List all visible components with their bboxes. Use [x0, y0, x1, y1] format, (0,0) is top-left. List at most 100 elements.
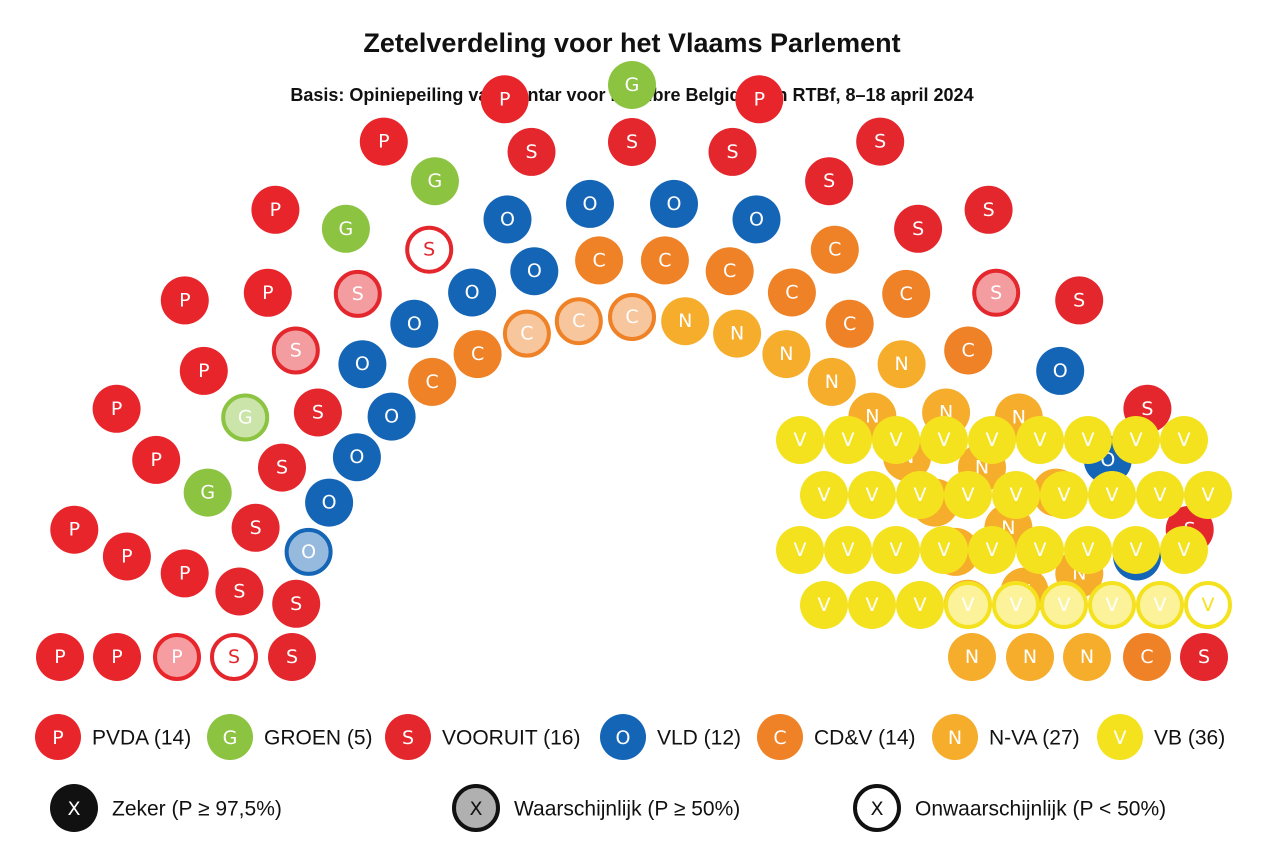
svg-text:O: O — [322, 492, 337, 514]
seat-S-55: S — [293, 388, 342, 437]
svg-text:V: V — [1178, 429, 1191, 451]
svg-text:V: V — [1178, 539, 1191, 561]
seat-V-96: V — [968, 416, 1016, 464]
svg-text:P: P — [179, 562, 190, 584]
legend-item-nva: N N-VA (27) — [932, 714, 1080, 760]
svg-text:P: P — [111, 398, 122, 420]
seat-V-106: V — [1040, 471, 1088, 519]
seat-C-77: C — [408, 357, 457, 406]
seat-O-42: O — [650, 179, 698, 228]
svg-text:C: C — [471, 343, 484, 365]
seat-V-98: V — [1064, 416, 1112, 464]
seat-N-84: N — [762, 330, 811, 379]
seat-P-3: P — [92, 384, 141, 433]
svg-text:C: C — [520, 323, 533, 345]
svg-text:V: V — [1010, 484, 1023, 506]
svg-text:S: S — [525, 141, 537, 163]
svg-text:V: V — [962, 484, 975, 506]
svg-text:V: V — [962, 594, 975, 616]
certainty-onwaarschijnlijk: X Onwaarschijnlijk (P < 50%) — [853, 784, 1166, 832]
seat-P-19: P — [179, 346, 228, 395]
svg-text:G: G — [238, 407, 253, 429]
seats-group: PPPPPPPGPSSSSSSPPPPPGGSSSSSSOOOCPPGGSSSO… — [36, 61, 1232, 681]
svg-text:P: P — [54, 646, 65, 668]
seat-S-11: S — [964, 185, 1013, 234]
seat-V-94: V — [872, 416, 920, 464]
seat-O-59: O — [510, 247, 559, 296]
seat-P-34: P — [160, 549, 209, 598]
svg-text:V: V — [1154, 484, 1167, 506]
svg-text:S: S — [990, 282, 1002, 304]
svg-text:P: P — [754, 88, 765, 110]
svg-text:V: V — [818, 594, 831, 616]
seat-C-79: C — [502, 309, 551, 358]
seat-C-78: C — [453, 330, 502, 379]
legend-label: VB (36) — [1154, 727, 1225, 750]
seat-V-99: V — [1112, 416, 1160, 464]
svg-text:N: N — [965, 646, 979, 668]
svg-text:P: P — [150, 449, 161, 471]
seat-C-81: C — [608, 293, 656, 341]
svg-text:V: V — [866, 484, 879, 506]
seat-S-27: S — [894, 204, 943, 253]
legend-item-vb: V VB (36) — [1097, 714, 1225, 760]
seat-V-114: V — [968, 526, 1016, 574]
svg-text:V: V — [1106, 484, 1119, 506]
svg-text:S: S — [276, 457, 288, 479]
certainty-label: Onwaarschijnlijk (P < 50%) — [915, 798, 1166, 821]
chart-title: Zetelverdeling voor het Vlaams Parlement — [363, 28, 901, 58]
seat-V-108: V — [1136, 471, 1184, 519]
seat-N-91: N — [948, 633, 996, 681]
legend-item-vooruit: S VOORUIT (16) — [385, 714, 580, 760]
legend-item-vld: O VLD (12) — [600, 714, 741, 760]
svg-text:S: S — [233, 581, 245, 603]
seat-C-61: C — [640, 236, 689, 285]
seat-C-44: C — [810, 225, 859, 274]
seat-P-9: P — [735, 75, 784, 124]
seat-V-104: V — [944, 471, 992, 519]
certainty-zeker: X Zeker (P ≥ 97,5%) — [50, 784, 282, 832]
seat-C-60: C — [575, 236, 624, 285]
seat-O-40: O — [483, 195, 532, 244]
seat-V-122: V — [944, 581, 992, 629]
seat-V-118: V — [1160, 526, 1208, 574]
seat-S-37: S — [271, 326, 320, 375]
svg-text:V: V — [986, 539, 999, 561]
seat-O-57: O — [390, 299, 439, 348]
svg-text:C: C — [723, 260, 736, 282]
seat-N-85: N — [807, 357, 856, 406]
svg-text:O: O — [384, 406, 399, 428]
seat-P-1: P — [36, 633, 84, 681]
svg-text:P: P — [179, 289, 190, 311]
svg-text:V: V — [1202, 484, 1215, 506]
seat-O-29: O — [1036, 346, 1085, 395]
svg-text:S: S — [312, 402, 324, 424]
svg-text:V: V — [842, 539, 855, 561]
svg-text:X: X — [469, 798, 482, 820]
svg-text:C: C — [1140, 646, 1153, 668]
svg-text:S: S — [912, 218, 924, 240]
seat-V-101: V — [800, 471, 848, 519]
seat-G-36: G — [221, 393, 270, 442]
seat-C-62: C — [705, 247, 754, 296]
svg-text:S: S — [726, 141, 738, 163]
seat-V-100: V — [1160, 416, 1208, 464]
svg-text:S: S — [290, 593, 302, 615]
svg-text:N: N — [1012, 407, 1026, 429]
svg-text:P: P — [270, 199, 281, 221]
seat-P-16: P — [93, 633, 141, 681]
svg-text:N: N — [779, 343, 793, 365]
svg-text:V: V — [866, 594, 879, 616]
seat-V-93: V — [824, 416, 872, 464]
seat-S-72: S — [272, 579, 321, 628]
svg-text:O: O — [749, 208, 764, 230]
legend-item-pvda: P PVDA (14) — [35, 714, 191, 760]
svg-text:V: V — [1106, 594, 1119, 616]
svg-text:S: S — [286, 646, 298, 668]
svg-text:S: S — [423, 239, 435, 261]
seat-N-50: N — [1063, 633, 1111, 681]
svg-text:V: V — [890, 539, 903, 561]
svg-text:C: C — [625, 306, 638, 328]
svg-text:C: C — [900, 283, 913, 305]
